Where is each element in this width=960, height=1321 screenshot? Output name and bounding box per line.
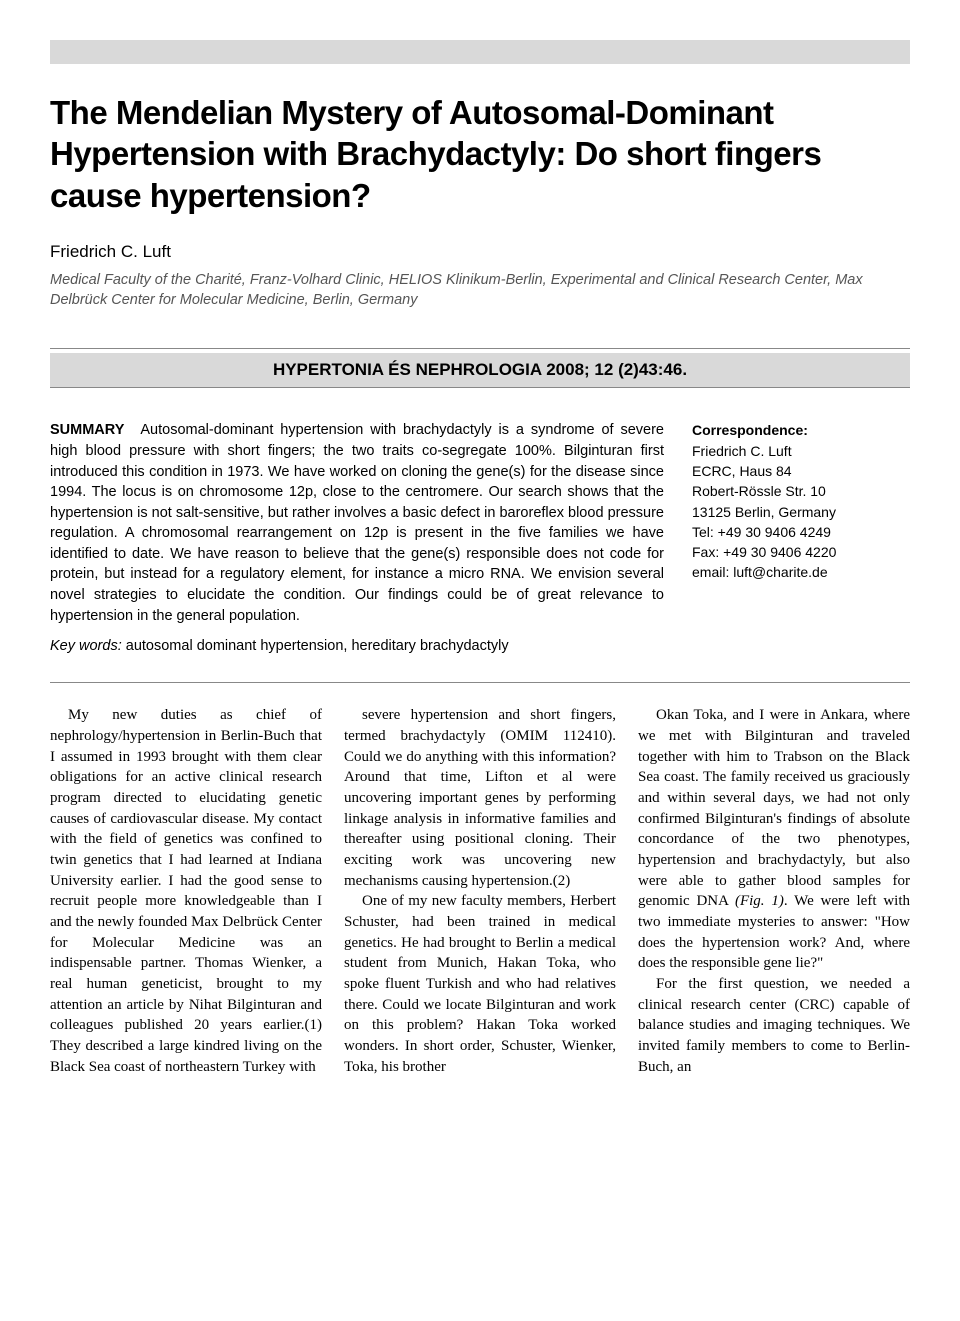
body-paragraph: One of my new faculty members, Herbert S… [344, 891, 616, 1077]
correspondence-tel: Tel: +49 30 9406 4249 [692, 522, 910, 542]
keywords-line: Key words: autosomal dominant hypertensi… [50, 638, 910, 654]
author-name: Friedrich C. Luft [50, 242, 910, 262]
body-column-3: Okan Toka, and I were in Ankara, where w… [638, 705, 910, 1077]
body-columns: My new duties as chief of nephrology/hyp… [50, 705, 910, 1077]
correspondence-email: email: luft@charite.de [692, 562, 910, 582]
summary-block: SUMMARYAutosomal-dominant hypertension w… [50, 420, 910, 626]
body-text: Okan Toka, and I were in Ankara, where w… [638, 707, 910, 909]
journal-bar: HYPERTONIA ÉS NEPHROLOGIA 2008; 12 (2)43… [50, 348, 910, 388]
body-paragraph: Okan Toka, and I were in Ankara, where w… [638, 705, 910, 974]
journal-citation: HYPERTONIA ÉS NEPHROLOGIA 2008; 12 (2)43… [50, 353, 910, 387]
correspondence-name: Friedrich C. Luft [692, 441, 910, 461]
article-title: The Mendelian Mystery of Autosomal-Domin… [50, 92, 910, 216]
body-paragraph: For the first question, we needed a clin… [638, 974, 910, 1077]
correspondence-line2: Robert-Rössle Str. 10 [692, 481, 910, 501]
keywords-text: autosomal dominant hypertension, heredit… [122, 638, 509, 654]
figure-reference: (Fig. 1) [735, 893, 784, 909]
summary-body: Autosomal-dominant hypertension with bra… [50, 422, 664, 623]
correspondence-line3: 13125 Berlin, Germany [692, 502, 910, 522]
summary-label: SUMMARY [50, 422, 124, 438]
correspondence-block: Correspondence: Friedrich C. Luft ECRC, … [692, 420, 910, 626]
header-bar [50, 40, 910, 64]
correspondence-label: Correspondence: [692, 420, 910, 440]
section-rule [50, 682, 910, 683]
keywords-label: Key words: [50, 638, 122, 654]
body-paragraph: My new duties as chief of nephrology/hyp… [50, 705, 322, 1077]
correspondence-line1: ECRC, Haus 84 [692, 461, 910, 481]
correspondence-fax: Fax: +49 30 9406 4220 [692, 542, 910, 562]
body-column-2: severe hypertension and short fingers, t… [344, 705, 616, 1077]
body-paragraph: severe hypertension and short fingers, t… [344, 705, 616, 891]
body-column-1: My new duties as chief of nephrology/hyp… [50, 705, 322, 1077]
author-affiliation: Medical Faculty of the Charité, Franz-Vo… [50, 270, 910, 311]
summary-text: SUMMARYAutosomal-dominant hypertension w… [50, 420, 664, 626]
